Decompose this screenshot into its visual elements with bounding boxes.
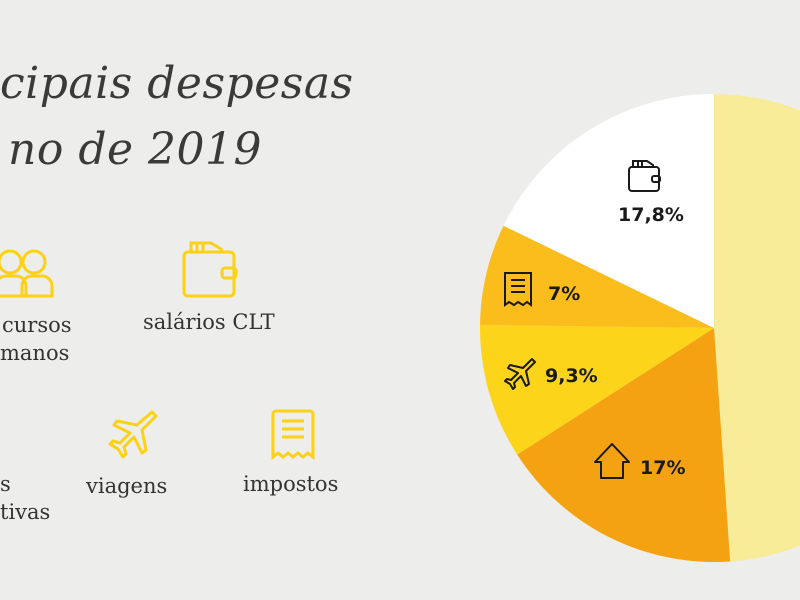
slice-label: 17% [640,457,685,479]
legend-line: s [0,472,11,496]
title-line-2: no de 2019 [8,124,262,175]
title-line-1: cipais despesas [0,58,354,109]
wallet-icon [628,160,661,192]
slice-label: 9,3% [545,365,598,387]
pie-slice [503,94,714,328]
airplane-icon [108,410,158,459]
slice-label: 17,8% [618,204,684,226]
legend-label-travel: viagens [86,474,168,498]
receipt-icon [504,272,532,307]
legend-label-cropped: s tivas [0,470,50,526]
pie-slice [480,225,714,328]
wallet-icon [182,241,238,298]
house-icon [594,443,630,479]
slice-label: 7% [548,283,580,305]
legend-line: tivas [0,500,51,524]
pie-slice [517,328,731,562]
airplane-icon [504,358,536,390]
legend-label-taxes: impostos [243,472,339,496]
legend-line: manos [0,341,70,365]
pie-slice [714,94,800,562]
legend-line: cursos [2,313,72,337]
receipt-icon [271,409,315,461]
legend-label-hr: cursos manos [0,311,72,367]
pie-slice [479,325,714,455]
legend-label-salaries: salários CLT [143,310,275,334]
people-icon [0,249,54,298]
